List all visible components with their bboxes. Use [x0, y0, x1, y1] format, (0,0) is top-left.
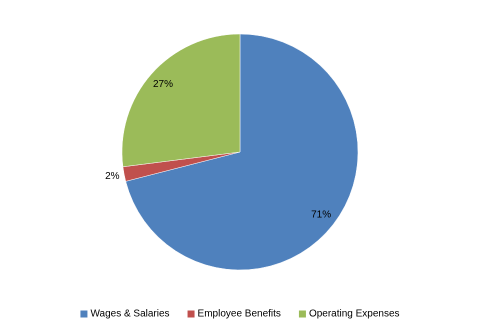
- data-label: 2%: [105, 171, 120, 182]
- pie-slice: [125, 33, 359, 271]
- data-label: 71%: [311, 210, 331, 221]
- legend-swatch: [187, 310, 195, 318]
- data-label: 27%: [153, 79, 173, 90]
- legend-swatch: [298, 310, 306, 318]
- legend-swatch: [80, 310, 88, 318]
- pie-slice: [121, 33, 241, 168]
- legend-label: Wages & Salaries: [90, 309, 169, 320]
- legend-label: Employee Benefits: [198, 309, 281, 320]
- legend-label: Operating Expenses: [309, 309, 400, 320]
